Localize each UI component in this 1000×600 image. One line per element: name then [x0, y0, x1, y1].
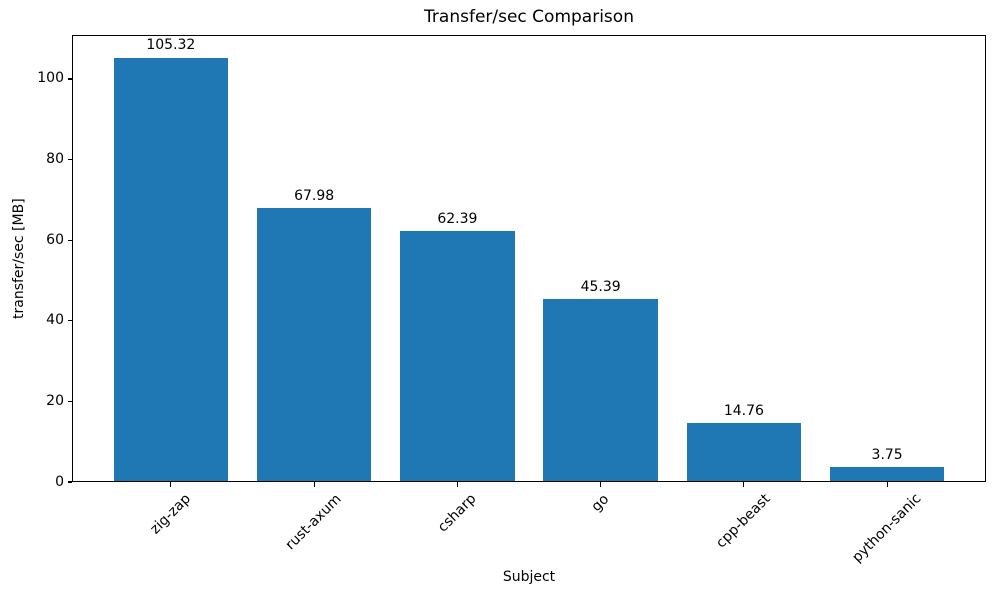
x-tick-label: cpp-beast [713, 490, 774, 552]
y-axis-label: transfer/sec [MB] [11, 198, 27, 319]
x-tick-label: csharp [434, 490, 480, 536]
y-tick-mark [67, 481, 72, 483]
x-tick-label: python-sanic [849, 490, 925, 567]
bar-go [543, 299, 658, 482]
bar-value-label: 3.75 [871, 446, 903, 463]
x-tick-mark [456, 482, 458, 487]
bar-value-label: 67.98 [294, 187, 335, 204]
bar-python-sanic [829, 466, 945, 482]
bar-csharp [400, 230, 515, 482]
bar-value-label: 14.76 [723, 402, 764, 419]
y-tick-mark [67, 239, 72, 241]
x-tick-mark [313, 482, 315, 487]
plot-area: 105.32 67.98 62.39 45.39 14.76 3.75 [72, 35, 986, 482]
bar-zig-zap [113, 57, 229, 482]
x-tick-label: zig-zap [147, 490, 194, 538]
x-tick-mark [170, 482, 172, 487]
y-tick-mark [67, 78, 72, 80]
y-tick-mark [67, 320, 72, 322]
bar-rust-axum [256, 208, 372, 482]
y-tick-mark [67, 400, 72, 402]
y-tick-mark [67, 158, 72, 161]
y-tick-label: 40 [46, 312, 64, 329]
bar-value-label: 45.39 [580, 279, 621, 296]
bar-value-label: 62.39 [437, 210, 478, 227]
y-tick-label: 60 [46, 231, 64, 248]
x-tick-mark [886, 482, 888, 487]
x-tick-label: go [588, 490, 613, 515]
chart-title: Transfer/sec Comparison [424, 7, 634, 27]
bar-cpp-beast [686, 422, 802, 482]
x-tick-mark [600, 482, 602, 487]
y-tick-label: 0 [55, 473, 64, 490]
x-tick-label: rust-axum [282, 491, 345, 554]
bar-value-label: 105.32 [146, 37, 196, 54]
y-tick-label: 100 [37, 70, 64, 87]
y-tick-label: 20 [46, 392, 64, 409]
x-tick-mark [743, 482, 745, 487]
x-axis-label: Subject [502, 569, 556, 585]
y-tick-label: 80 [46, 151, 64, 168]
